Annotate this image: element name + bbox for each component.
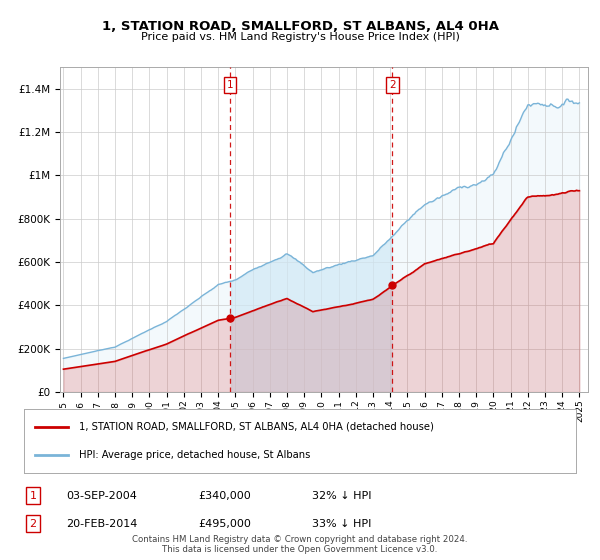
Text: 33% ↓ HPI: 33% ↓ HPI (312, 519, 371, 529)
Text: 2: 2 (389, 80, 396, 90)
Text: £340,000: £340,000 (198, 491, 251, 501)
Text: 32% ↓ HPI: 32% ↓ HPI (312, 491, 371, 501)
Text: Price paid vs. HM Land Registry's House Price Index (HPI): Price paid vs. HM Land Registry's House … (140, 32, 460, 43)
Text: 03-SEP-2004: 03-SEP-2004 (66, 491, 137, 501)
Text: 20-FEB-2014: 20-FEB-2014 (66, 519, 137, 529)
Text: HPI: Average price, detached house, St Albans: HPI: Average price, detached house, St A… (79, 450, 311, 460)
Text: £495,000: £495,000 (198, 519, 251, 529)
Text: 2: 2 (29, 519, 37, 529)
Text: Contains HM Land Registry data © Crown copyright and database right 2024.
This d: Contains HM Land Registry data © Crown c… (132, 535, 468, 554)
Text: 1: 1 (29, 491, 37, 501)
Text: 1, STATION ROAD, SMALLFORD, ST ALBANS, AL4 0HA (detached house): 1, STATION ROAD, SMALLFORD, ST ALBANS, A… (79, 422, 434, 432)
Text: 1, STATION ROAD, SMALLFORD, ST ALBANS, AL4 0HA: 1, STATION ROAD, SMALLFORD, ST ALBANS, A… (101, 20, 499, 32)
Text: 1: 1 (226, 80, 233, 90)
